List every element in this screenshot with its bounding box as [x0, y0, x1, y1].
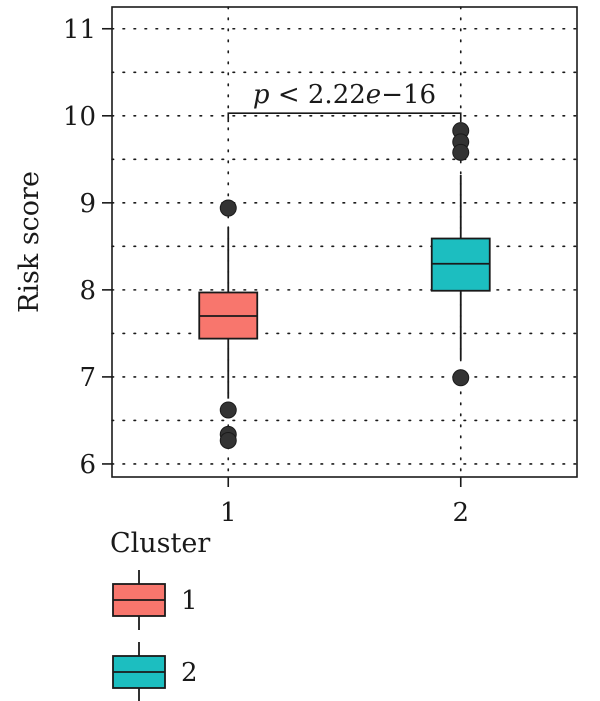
grid-lines: [111, 6, 578, 478]
outlier-point: [219, 199, 237, 217]
legend: Cluster 1 2: [110, 528, 210, 701]
outlier-point: [452, 369, 470, 387]
y-axis: 6 7 8 9 10 11: [63, 15, 112, 480]
outlier-point: [452, 143, 470, 161]
p-value-exponent-base: e: [366, 80, 381, 110]
outlier-point: [219, 431, 237, 449]
x-tick-label: 2: [452, 498, 469, 528]
y-tick-label: 8: [79, 276, 96, 306]
legend-entry-1: 1: [112, 570, 198, 630]
y-tick-label: 11: [63, 15, 96, 45]
significance-bracket: p < 2.22e−16: [227, 80, 462, 123]
y-tick-label: 6: [79, 450, 96, 480]
legend-title: Cluster: [110, 528, 210, 559]
legend-label: 1: [181, 586, 198, 616]
y-tick-label: 7: [79, 363, 96, 393]
y-tick-label: 9: [79, 189, 96, 219]
legend-label: 2: [181, 658, 198, 688]
plot-panel-border: [111, 6, 578, 478]
outlier-point: [219, 401, 237, 419]
p-value-comparator: < 2.22: [270, 80, 366, 110]
p-value-exponent: −16: [381, 80, 436, 110]
bracket-line: [227, 112, 462, 123]
box-cluster-1: [198, 199, 259, 449]
legend-entry-2: 2: [112, 642, 198, 701]
p-value-annotation: p < 2.22e−16: [253, 80, 436, 110]
box-cluster-2: [430, 122, 491, 387]
boxes: [198, 122, 491, 449]
y-tick-label: 10: [63, 102, 96, 132]
y-axis-label: Risk score: [14, 171, 45, 313]
p-value-symbol: p: [253, 80, 270, 110]
x-tick-label: 1: [220, 498, 237, 528]
